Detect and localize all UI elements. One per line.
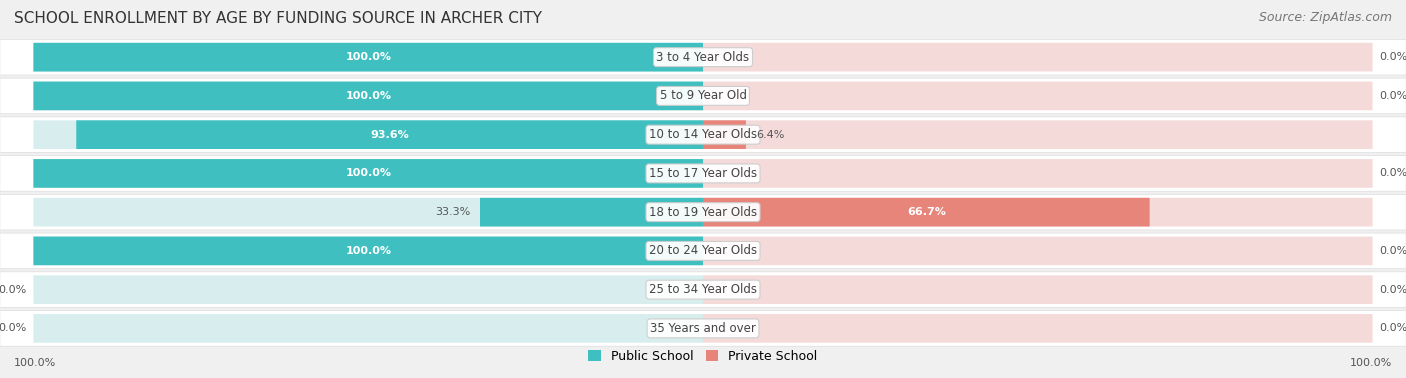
FancyBboxPatch shape bbox=[0, 272, 1406, 307]
FancyBboxPatch shape bbox=[703, 43, 1372, 71]
FancyBboxPatch shape bbox=[703, 120, 747, 149]
FancyBboxPatch shape bbox=[703, 159, 1372, 188]
FancyBboxPatch shape bbox=[703, 275, 1372, 304]
Text: 0.0%: 0.0% bbox=[1379, 169, 1406, 178]
FancyBboxPatch shape bbox=[703, 120, 1372, 149]
Text: 100.0%: 100.0% bbox=[346, 91, 391, 101]
Text: 100.0%: 100.0% bbox=[346, 52, 391, 62]
Text: 18 to 19 Year Olds: 18 to 19 Year Olds bbox=[650, 206, 756, 218]
FancyBboxPatch shape bbox=[76, 120, 703, 149]
Text: SCHOOL ENROLLMENT BY AGE BY FUNDING SOURCE IN ARCHER CITY: SCHOOL ENROLLMENT BY AGE BY FUNDING SOUR… bbox=[14, 11, 543, 26]
FancyBboxPatch shape bbox=[703, 82, 1372, 110]
FancyBboxPatch shape bbox=[0, 311, 1406, 346]
FancyBboxPatch shape bbox=[34, 120, 703, 149]
Text: 100.0%: 100.0% bbox=[1350, 358, 1392, 368]
Text: 3 to 4 Year Olds: 3 to 4 Year Olds bbox=[657, 51, 749, 64]
Legend: Public School, Private School: Public School, Private School bbox=[583, 345, 823, 368]
FancyBboxPatch shape bbox=[34, 237, 703, 265]
FancyBboxPatch shape bbox=[34, 314, 703, 343]
Text: 25 to 34 Year Olds: 25 to 34 Year Olds bbox=[650, 283, 756, 296]
FancyBboxPatch shape bbox=[34, 43, 703, 71]
Text: 5 to 9 Year Old: 5 to 9 Year Old bbox=[659, 90, 747, 102]
Text: 33.3%: 33.3% bbox=[434, 207, 470, 217]
FancyBboxPatch shape bbox=[703, 198, 1372, 226]
FancyBboxPatch shape bbox=[0, 78, 1406, 114]
FancyBboxPatch shape bbox=[34, 159, 703, 188]
FancyBboxPatch shape bbox=[703, 314, 1372, 343]
FancyBboxPatch shape bbox=[34, 43, 703, 71]
Text: 0.0%: 0.0% bbox=[1379, 285, 1406, 294]
FancyBboxPatch shape bbox=[34, 237, 703, 265]
Text: 0.0%: 0.0% bbox=[1379, 246, 1406, 256]
FancyBboxPatch shape bbox=[0, 194, 1406, 230]
FancyBboxPatch shape bbox=[703, 237, 1372, 265]
FancyBboxPatch shape bbox=[34, 82, 703, 110]
Text: 0.0%: 0.0% bbox=[0, 285, 27, 294]
Text: 0.0%: 0.0% bbox=[1379, 91, 1406, 101]
FancyBboxPatch shape bbox=[34, 82, 703, 110]
Text: 20 to 24 Year Olds: 20 to 24 Year Olds bbox=[650, 245, 756, 257]
Text: 0.0%: 0.0% bbox=[0, 324, 27, 333]
Text: 100.0%: 100.0% bbox=[14, 358, 56, 368]
FancyBboxPatch shape bbox=[0, 117, 1406, 152]
FancyBboxPatch shape bbox=[0, 39, 1406, 75]
FancyBboxPatch shape bbox=[34, 275, 703, 304]
FancyBboxPatch shape bbox=[0, 233, 1406, 269]
FancyBboxPatch shape bbox=[479, 198, 703, 226]
Text: 93.6%: 93.6% bbox=[370, 130, 409, 139]
Text: 100.0%: 100.0% bbox=[346, 246, 391, 256]
FancyBboxPatch shape bbox=[34, 159, 703, 188]
Text: 10 to 14 Year Olds: 10 to 14 Year Olds bbox=[650, 128, 756, 141]
Text: 100.0%: 100.0% bbox=[346, 169, 391, 178]
Text: 15 to 17 Year Olds: 15 to 17 Year Olds bbox=[650, 167, 756, 180]
Text: 0.0%: 0.0% bbox=[1379, 324, 1406, 333]
Text: 66.7%: 66.7% bbox=[907, 207, 946, 217]
Text: 6.4%: 6.4% bbox=[756, 130, 785, 139]
Text: 35 Years and over: 35 Years and over bbox=[650, 322, 756, 335]
FancyBboxPatch shape bbox=[34, 198, 703, 226]
Text: 0.0%: 0.0% bbox=[1379, 52, 1406, 62]
FancyBboxPatch shape bbox=[0, 156, 1406, 191]
Text: Source: ZipAtlas.com: Source: ZipAtlas.com bbox=[1258, 11, 1392, 24]
FancyBboxPatch shape bbox=[703, 198, 1150, 226]
